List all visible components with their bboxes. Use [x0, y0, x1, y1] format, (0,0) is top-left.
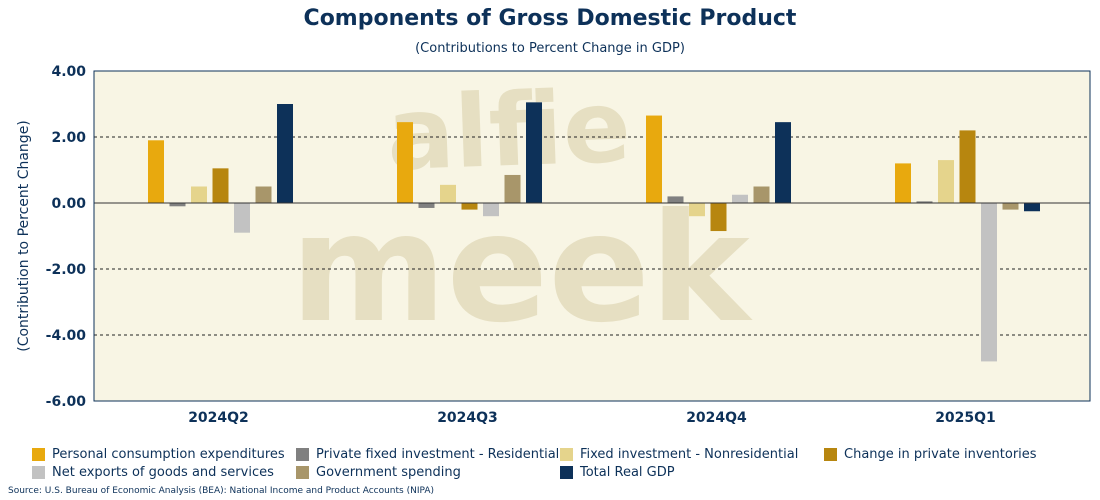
bar-2025Q1-6 — [1024, 203, 1040, 212]
plot-border — [93, 70, 1091, 402]
legend-label: Change in private inventories — [844, 447, 1037, 462]
bar-2025Q1-4 — [981, 203, 997, 362]
bar-2025Q1-1 — [916, 201, 933, 203]
bar-2024Q2-4 — [234, 203, 250, 233]
axis: 4.00 2.00 0.00 -2.00 -4.00 -6.00 2024Q2 2024Q3 2… — [46, 64, 1091, 426]
legend-swatch — [296, 466, 309, 479]
bar-2025Q1-5 — [1002, 203, 1019, 210]
y-tick-label: 4.00 — [51, 64, 86, 80]
bar-2024Q4-6 — [775, 122, 791, 203]
bar-2024Q2-2 — [191, 186, 207, 203]
x-tick-label: 2024Q2 — [188, 410, 249, 426]
y-tick-label: 0.00 — [51, 196, 86, 212]
x-tick-label: 2024Q4 — [686, 410, 747, 426]
bar-2024Q4-5 — [753, 186, 770, 203]
watermark-line-1: alfie — [385, 68, 633, 193]
bar-2024Q4-4 — [732, 194, 748, 203]
legend-item: Total Real GDP — [560, 464, 824, 481]
grid — [94, 136, 1090, 336]
x-tick-label: 2024Q3 — [437, 410, 498, 426]
legend-label: Government spending — [316, 465, 461, 480]
x-tick-label: 2025Q1 — [935, 410, 996, 426]
chart-subtitle: (Contributions to Percent Change in GDP) — [415, 41, 685, 56]
chart-title: Components of Gross Domestic Product — [303, 6, 797, 31]
legend-swatch — [32, 448, 45, 461]
y-tick-label: -4.00 — [46, 328, 87, 344]
legend-swatch — [560, 448, 573, 461]
legend-label: Private fixed investment - Residential — [316, 447, 560, 462]
bar-2024Q2-1 — [169, 203, 186, 207]
source-note: Source: U.S. Bureau of Economic Analysis… — [8, 486, 434, 496]
legend-label: Fixed investment - Nonresidential — [580, 447, 799, 462]
bar-2024Q2-6 — [277, 104, 293, 203]
legend-label: Net exports of goods and services — [52, 465, 274, 480]
legend-label: Total Real GDP — [580, 465, 675, 480]
bar-2024Q3-0 — [397, 122, 413, 203]
bar-2024Q3-1 — [418, 203, 435, 208]
bar-2024Q3-2 — [440, 184, 456, 203]
legend-label: Personal consumption expenditures — [52, 447, 285, 462]
bar-2024Q2-5 — [255, 186, 272, 203]
bar-2024Q4-3 — [710, 203, 727, 232]
bar-2024Q3-6 — [526, 102, 542, 203]
legend-item: Fixed investment - Nonresidential — [560, 446, 824, 463]
bar-2024Q2-3 — [212, 168, 229, 203]
legend-swatch — [32, 466, 45, 479]
legend-item: Personal consumption expenditures — [32, 446, 296, 463]
bar-2024Q3-4 — [483, 203, 499, 217]
chart-svg: alfie meek 4.002.000.00-2.00-4.00-6.0020… — [16, 64, 1091, 426]
legend: Personal consumption expenditures Private… — [32, 446, 1092, 481]
legend-swatch — [560, 466, 573, 479]
bar-2024Q3-3 — [461, 203, 478, 210]
bar-2024Q4-2 — [689, 203, 705, 217]
bar-2025Q1-2 — [938, 160, 954, 203]
legend-swatch — [824, 448, 837, 461]
bar-2024Q4-0 — [646, 115, 662, 203]
bar-2025Q1-0 — [895, 163, 911, 203]
y-tick-label: -6.00 — [46, 394, 87, 410]
bar-2024Q2-0 — [148, 140, 164, 203]
legend-item: Private fixed investment - Residential — [296, 446, 560, 463]
legend-item: Net exports of goods and services — [32, 464, 296, 481]
plot-area — [94, 71, 1090, 401]
y-axis-title: (Contribution to Percent Change) — [16, 120, 32, 352]
legend-item: Change in private inventories — [824, 446, 1088, 463]
y-tick-label: 2.00 — [51, 130, 86, 146]
y-tick-label: -2.00 — [46, 262, 87, 278]
legend-item: Government spending — [296, 464, 560, 481]
bar-2025Q1-3 — [959, 130, 976, 203]
bars — [148, 102, 1040, 362]
bar-2024Q4-1 — [667, 196, 684, 203]
bar-2024Q3-5 — [504, 174, 521, 203]
legend-swatch — [296, 448, 309, 461]
